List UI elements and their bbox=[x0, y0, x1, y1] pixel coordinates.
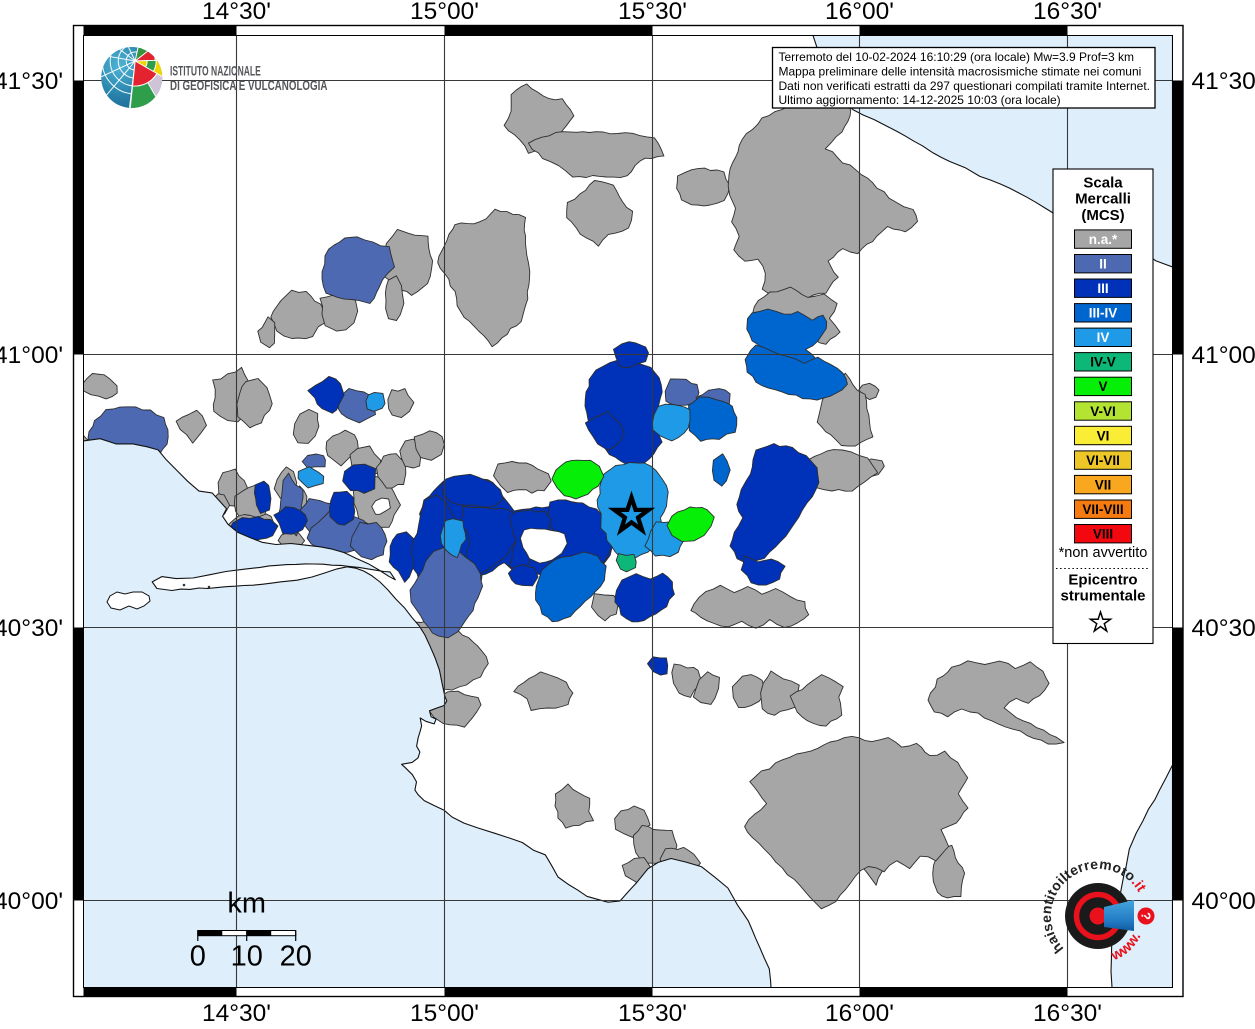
svg-text:41°30': 41°30' bbox=[1192, 68, 1255, 95]
svg-text:V-VI: V-VI bbox=[1090, 404, 1116, 419]
svg-text:VII: VII bbox=[1095, 477, 1112, 492]
svg-text:km: km bbox=[227, 888, 266, 920]
svg-text:Scala: Scala bbox=[1083, 175, 1123, 192]
svg-text:41°30': 41°30' bbox=[0, 68, 63, 95]
svg-text:41°00': 41°00' bbox=[1192, 342, 1255, 369]
svg-text:VI-VII: VI-VII bbox=[1086, 453, 1120, 468]
svg-text:14°30': 14°30' bbox=[202, 1000, 271, 1024]
svg-text:15°00': 15°00' bbox=[410, 0, 479, 25]
svg-text:*non avvertito: *non avvertito bbox=[1059, 545, 1148, 561]
svg-text:16°00': 16°00' bbox=[825, 1000, 894, 1024]
svg-text:16°30': 16°30' bbox=[1033, 1000, 1102, 1024]
svg-text:14°30': 14°30' bbox=[202, 0, 271, 25]
svg-text:20: 20 bbox=[280, 941, 312, 973]
svg-text:II: II bbox=[1099, 257, 1107, 272]
svg-text:VI: VI bbox=[1097, 428, 1110, 443]
svg-text:?: ? bbox=[1139, 912, 1154, 920]
svg-text:40°30': 40°30' bbox=[1192, 615, 1255, 642]
svg-text:n.a.*: n.a.* bbox=[1089, 232, 1118, 247]
svg-text:III-IV: III-IV bbox=[1089, 306, 1118, 321]
svg-text:16°30': 16°30' bbox=[1033, 0, 1102, 25]
svg-text:Mercalli: Mercalli bbox=[1075, 191, 1131, 208]
svg-text:III: III bbox=[1097, 281, 1108, 296]
svg-text:15°00': 15°00' bbox=[410, 1000, 479, 1024]
svg-text:40°30': 40°30' bbox=[0, 615, 63, 642]
svg-text:40°00': 40°00' bbox=[0, 888, 63, 915]
svg-text:0: 0 bbox=[190, 941, 206, 973]
svg-text:IV: IV bbox=[1097, 330, 1110, 345]
svg-text:41°00': 41°00' bbox=[0, 342, 63, 369]
svg-text:DI GEOFISICA E VULCANOLOGIA: DI GEOFISICA E VULCANOLOGIA bbox=[170, 77, 328, 93]
svg-text:Dati non verificati estratti d: Dati non verificati estratti da 297 ques… bbox=[779, 79, 1151, 93]
svg-text:(MCS): (MCS) bbox=[1081, 207, 1124, 224]
svg-text:Ultimo aggiornamento: 14-12-20: Ultimo aggiornamento: 14-12-2025 10:03 (… bbox=[779, 93, 1061, 107]
svg-text:10: 10 bbox=[231, 941, 263, 973]
svg-text:40°00': 40°00' bbox=[1192, 888, 1255, 915]
svg-text:16°00': 16°00' bbox=[825, 0, 894, 25]
svg-text:VII-VIII: VII-VIII bbox=[1082, 502, 1123, 517]
svg-text:strumentale: strumentale bbox=[1060, 588, 1145, 605]
svg-text:V: V bbox=[1098, 379, 1107, 394]
svg-text:VIII: VIII bbox=[1093, 527, 1113, 542]
svg-text:15°30': 15°30' bbox=[618, 0, 687, 25]
svg-text:IV-V: IV-V bbox=[1090, 355, 1116, 370]
svg-text:Mappa preliminare delle intens: Mappa preliminare delle intensità macros… bbox=[779, 64, 1142, 78]
svg-text:15°30': 15°30' bbox=[618, 1000, 687, 1024]
svg-text:Terremoto del 10-02-2024 16:10: Terremoto del 10-02-2024 16:10:29 (ora l… bbox=[779, 50, 1135, 64]
svg-text:Epicentro: Epicentro bbox=[1068, 572, 1137, 589]
